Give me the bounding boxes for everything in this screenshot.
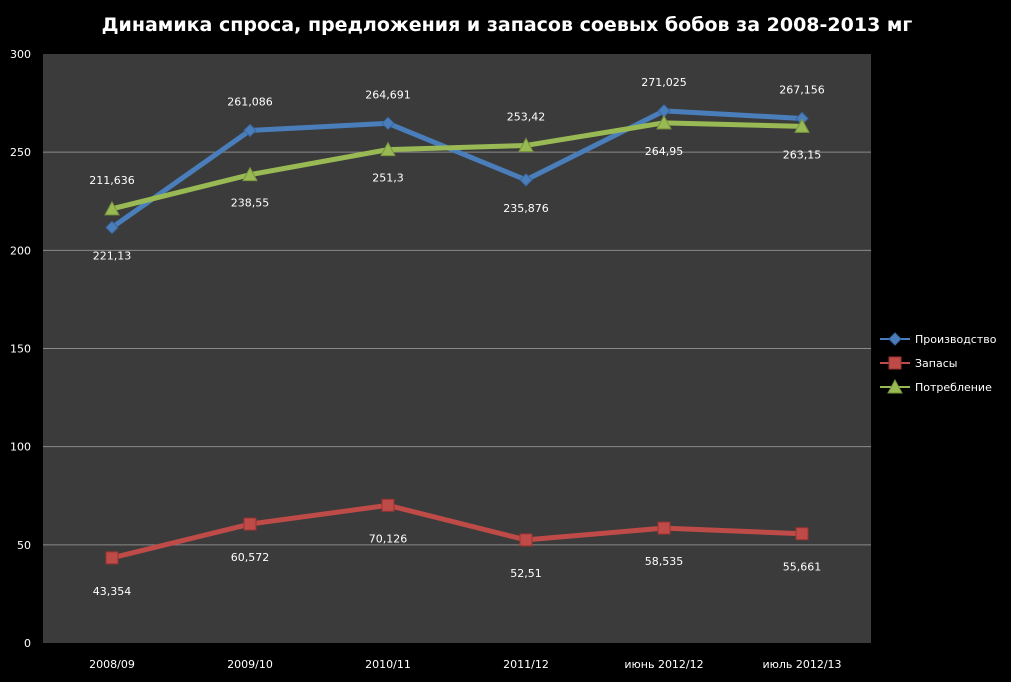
- data-point: [519, 533, 533, 547]
- legend-marker: [888, 332, 902, 346]
- data-point: [519, 173, 533, 187]
- data-point: [656, 114, 672, 130]
- data-label: 235,876: [503, 202, 549, 215]
- legend-entry: Производство: [915, 333, 997, 346]
- data-label: 52,51: [510, 567, 542, 580]
- data-label: 253,42: [507, 110, 546, 123]
- data-point: [794, 118, 810, 133]
- data-label: 211,636: [89, 174, 135, 187]
- data-point: [380, 141, 396, 157]
- data-point: [105, 220, 119, 235]
- x-tick-label: июнь 2012/12: [624, 658, 703, 671]
- data-label: 221,13: [93, 249, 132, 262]
- data-label: 267,156: [779, 83, 825, 96]
- data-point: [381, 498, 395, 512]
- y-tick-label: 200: [10, 244, 31, 257]
- data-point: [381, 116, 395, 131]
- data-point: [795, 527, 809, 541]
- legend-entry: Потребление: [915, 381, 992, 394]
- series-line-0: [110, 108, 803, 230]
- data-point: [243, 123, 257, 138]
- data-point: [518, 137, 534, 152]
- data-label: 70,126: [369, 532, 408, 545]
- series-line-1: [111, 502, 803, 561]
- y-tick-label: 100: [10, 441, 31, 454]
- x-tick-label: 2008/09: [89, 658, 135, 671]
- x-tick-label: 2010/11: [365, 658, 411, 671]
- data-point: [243, 517, 257, 531]
- y-tick-label: 50: [17, 539, 31, 552]
- y-tick-label: 0: [24, 637, 31, 650]
- data-label: 43,354: [93, 585, 132, 598]
- data-label: 60,572: [231, 551, 270, 564]
- data-label: 271,025: [641, 76, 687, 89]
- series-line-2: [111, 120, 803, 212]
- y-tick-label: 250: [10, 146, 31, 159]
- data-point: [657, 521, 671, 535]
- x-tick-label: 2011/12: [503, 658, 549, 671]
- data-label: 263,15: [783, 148, 822, 161]
- data-label: 264,691: [365, 88, 411, 101]
- data-point: [242, 166, 258, 182]
- data-label: 58,535: [645, 555, 684, 568]
- data-label: 238,55: [231, 197, 270, 210]
- legend-marker: [888, 356, 902, 370]
- data-label: 55,661: [783, 561, 822, 574]
- legend-entry: Запасы: [915, 357, 957, 370]
- legend-marker: [887, 378, 903, 394]
- x-tick-label: 2009/10: [227, 658, 273, 671]
- data-point: [105, 551, 119, 565]
- y-tick-label: 300: [10, 48, 31, 61]
- data-label: 264,95: [645, 145, 684, 158]
- x-tick-label: июль 2012/13: [762, 658, 841, 671]
- data-point: [104, 200, 120, 216]
- chart-title: Динамика спроса, предложения и запасов с…: [102, 14, 913, 36]
- data-label: 251,3: [372, 172, 404, 185]
- data-label: 261,086: [227, 95, 273, 108]
- y-tick-label: 150: [10, 343, 31, 356]
